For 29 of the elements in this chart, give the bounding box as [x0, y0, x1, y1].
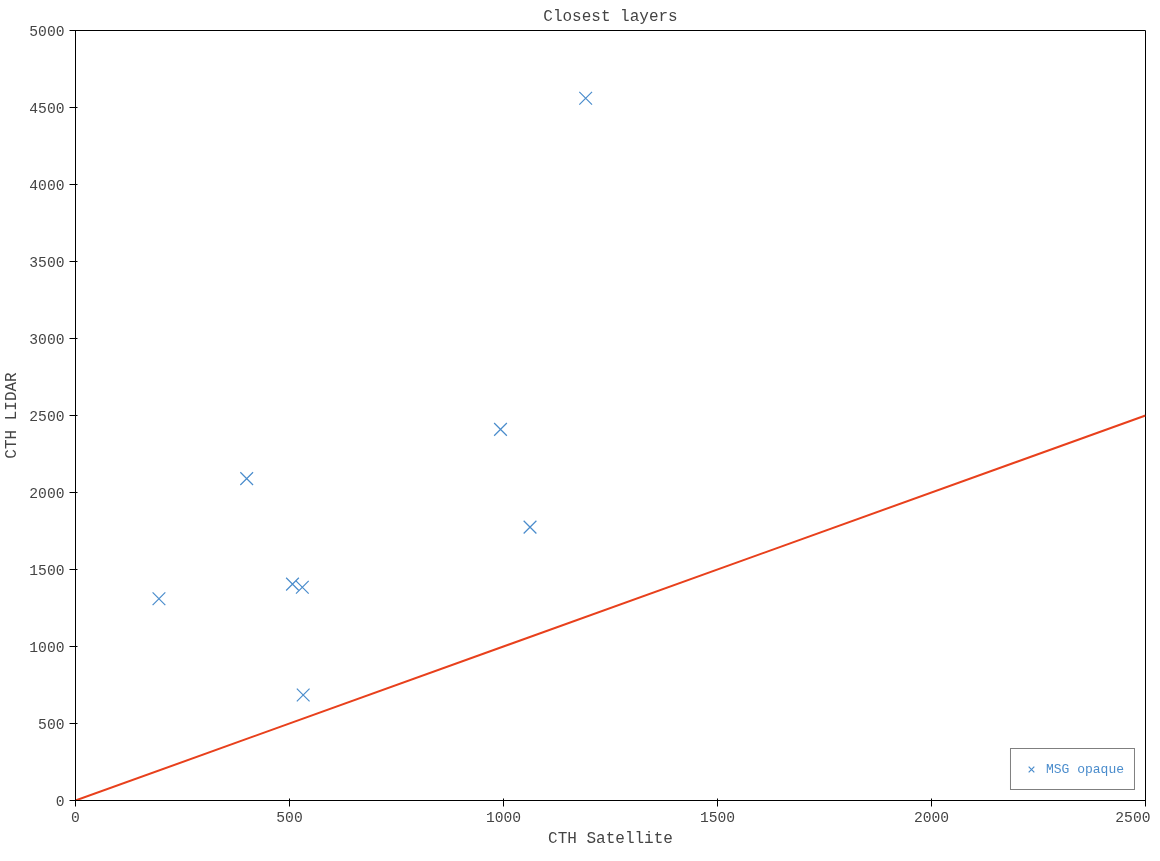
point [523, 520, 537, 535]
x-tick-label: 0 [71, 809, 80, 826]
x-tick-label: 500 [276, 809, 303, 826]
y-tick-label: 5000 [29, 23, 65, 40]
point [239, 471, 254, 486]
y-tick-label: 0 [55, 793, 65, 810]
x-axis-title: CTH Satellite [548, 829, 673, 848]
x-tick-label: 2000 [913, 809, 950, 826]
point [152, 591, 166, 606]
y-tick-label: 3500 [29, 254, 65, 271]
y-tick-label: 3000 [29, 331, 65, 348]
point [493, 422, 508, 437]
y-tick-label: 4500 [29, 100, 65, 117]
y-tick-label: 4000 [29, 177, 65, 194]
y-tick-label: 1000 [29, 639, 65, 656]
chart-title: Closest layers [543, 7, 678, 26]
y-tick-label: 1500 [29, 562, 65, 579]
point [578, 91, 593, 106]
x-tick-label: 2500 [1115, 809, 1151, 826]
point [295, 580, 310, 595]
y-tick-label: 500 [38, 716, 65, 733]
y-axis-title: CTH LIDAR [3, 371, 22, 459]
y-tick-label: 2000 [29, 485, 65, 502]
legend-label: MSG opaque [1045, 761, 1124, 777]
x-tick-label: 1500 [699, 809, 736, 826]
y-tick-label: 2500 [29, 408, 65, 425]
x-tick-label: 1000 [485, 809, 522, 826]
point [296, 688, 311, 702]
point [285, 577, 300, 592]
